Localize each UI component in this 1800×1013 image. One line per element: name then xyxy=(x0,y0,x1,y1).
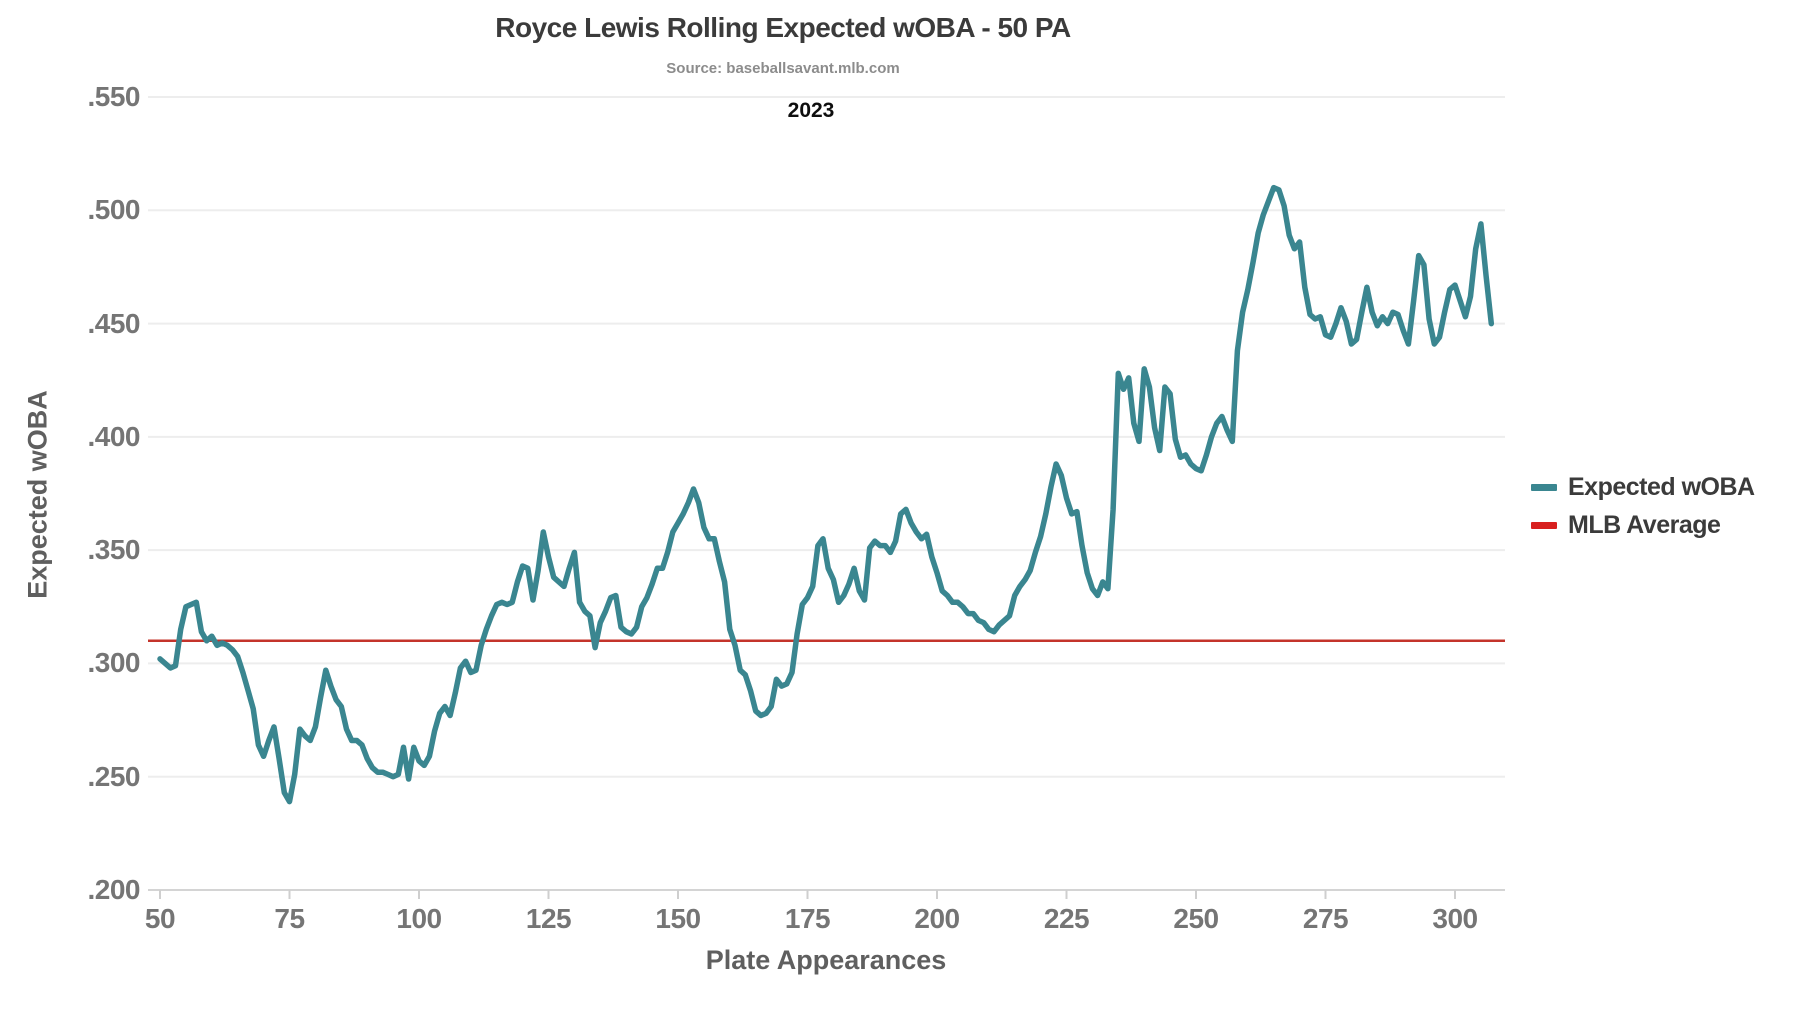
y-tick-label: .300 xyxy=(87,647,141,679)
x-tick-label: 250 xyxy=(1173,903,1219,934)
season-label: 2023 xyxy=(787,99,835,122)
y-tick-label: .500 xyxy=(87,194,141,226)
x-tick-label: 175 xyxy=(784,903,831,934)
y-tick-label: .550 xyxy=(87,81,141,112)
x-tick-label: 125 xyxy=(525,903,572,934)
legend-item-mlb-average: MLB Average xyxy=(1531,506,1755,544)
legend-label-mlb-average: MLB Average xyxy=(1568,510,1721,539)
x-tick-label: 150 xyxy=(655,903,701,934)
legend-swatch-expected-woba xyxy=(1531,483,1557,491)
x-tick-label: 300 xyxy=(1432,903,1478,934)
x-axis-title: Plate Appearances xyxy=(705,945,947,975)
x-tick-label: 225 xyxy=(1043,903,1090,934)
chart-source-credit: Source: baseballsavant.mlb.com xyxy=(666,60,900,77)
x-tick-label: 100 xyxy=(396,903,442,934)
y-tick-label: .200 xyxy=(87,874,141,905)
x-tick-label: 275 xyxy=(1302,903,1349,934)
x-tick-label: 50 xyxy=(144,903,176,934)
expected-woba-line xyxy=(157,184,1495,805)
chart-title: Royce Lewis Rolling Expected wOBA - 50 P… xyxy=(495,12,1071,43)
legend-swatch-mlb-average xyxy=(1531,521,1557,529)
y-tick-label: .450 xyxy=(87,307,141,339)
y-tick-label: .250 xyxy=(87,760,141,792)
x-tick-label: 75 xyxy=(274,903,305,934)
x-tick-label: 200 xyxy=(914,903,960,934)
legend: Expected wOBA MLB Average xyxy=(1531,468,1755,544)
y-tick-label: .400 xyxy=(87,420,141,452)
legend-label-expected-woba: Expected wOBA xyxy=(1568,472,1755,501)
legend-item-expected-woba: Expected wOBA xyxy=(1531,468,1755,506)
y-tick-label: .350 xyxy=(87,534,141,566)
